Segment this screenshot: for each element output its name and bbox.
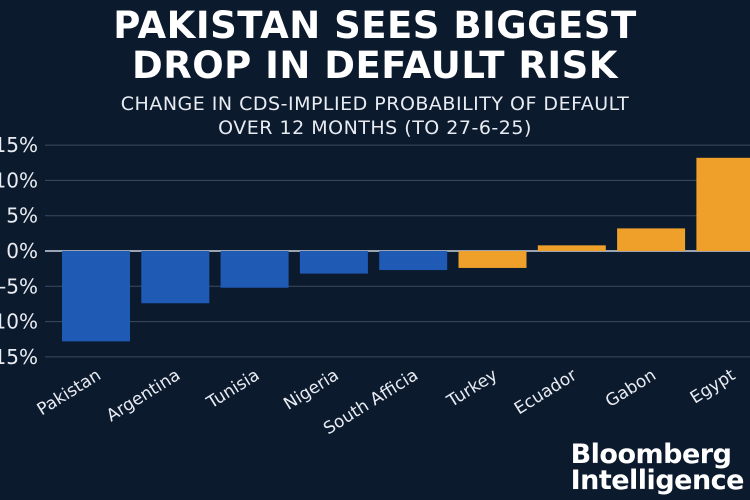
logo-line-1: Bloomberg bbox=[570, 439, 732, 470]
bar-argentina bbox=[141, 251, 210, 304]
x-tick-label: Ecuador bbox=[511, 365, 581, 419]
y-tick-label: -5% bbox=[0, 274, 38, 298]
chart-title: PAKISTAN SEES BIGGEST DROP IN DEFAULT RI… bbox=[0, 6, 750, 86]
y-tick-label: 15% bbox=[0, 133, 38, 157]
x-tick-label: Nigeria bbox=[280, 365, 342, 414]
bar-south-afficia bbox=[379, 251, 448, 271]
logo-line-2: Intelligence bbox=[570, 465, 745, 496]
bar-egypt bbox=[696, 157, 750, 251]
bar-ecuador bbox=[537, 245, 606, 251]
bloomberg-intelligence-logo: Bloomberg Intelligence bbox=[570, 439, 745, 496]
title-line-1: PAKISTAN SEES BIGGEST bbox=[113, 4, 637, 47]
y-tick-label: 0% bbox=[6, 239, 38, 263]
title-line-2: DROP IN DEFAULT RISK bbox=[132, 44, 618, 87]
x-tick-label: Turkey bbox=[443, 365, 501, 412]
y-tick-label: 5% bbox=[6, 204, 38, 228]
x-tick-label: Argentina bbox=[103, 365, 184, 426]
x-tick-label: Tunisia bbox=[203, 365, 264, 413]
subtitle-line-1: CHANGE IN CDS-IMPLIED PROBABILITY OF DEF… bbox=[120, 93, 630, 115]
subtitle-line-2: OVER 12 MONTHS (TO 27-6-25) bbox=[218, 117, 532, 139]
x-tick-label: Gabon bbox=[602, 365, 660, 411]
chart-subtitle: CHANGE IN CDS-IMPLIED PROBABILITY OF DEF… bbox=[0, 92, 750, 140]
y-tick-label: -15% bbox=[0, 345, 38, 369]
bar-tunisia bbox=[220, 251, 289, 288]
y-tick-label: 10% bbox=[0, 168, 38, 192]
bar-gabon bbox=[617, 228, 686, 251]
bar-pakistan bbox=[62, 251, 130, 342]
x-tick-label: Egypt bbox=[687, 365, 739, 408]
bar-turkey bbox=[458, 251, 527, 268]
x-tick-label: Pakistan bbox=[34, 365, 105, 420]
y-tick-label: -10% bbox=[0, 310, 38, 334]
bar-nigeria bbox=[299, 251, 368, 274]
